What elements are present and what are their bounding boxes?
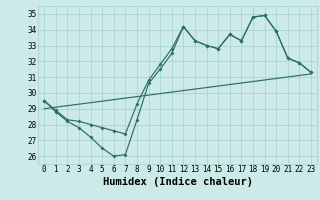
- X-axis label: Humidex (Indice chaleur): Humidex (Indice chaleur): [103, 177, 252, 187]
